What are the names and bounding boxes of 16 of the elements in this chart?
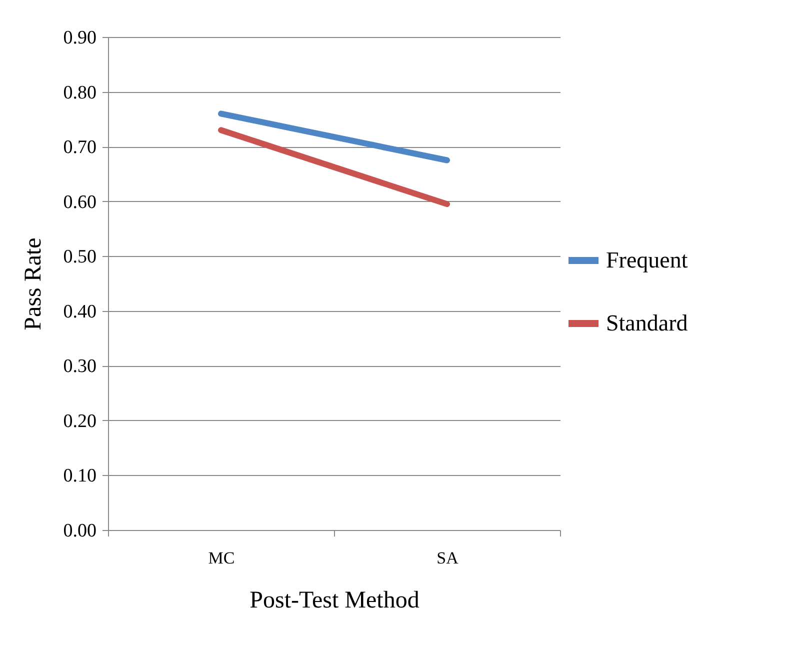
- y-tick-label: 0.00: [63, 520, 96, 542]
- y-tick-label: 0.50: [63, 246, 96, 268]
- legend-label: Standard: [606, 310, 688, 336]
- y-tick-label: 0.10: [63, 466, 96, 487]
- y-tick-label: 0.60: [63, 192, 96, 213]
- x-axis-title: Post-Test Method: [250, 588, 420, 614]
- y-tick-label: 0.40: [63, 301, 96, 322]
- x-tick-label: SA: [436, 548, 460, 568]
- y-tick-label: 0.80: [63, 82, 96, 104]
- y-tick-label: 0.90: [63, 28, 96, 48]
- y-axis-title: Pass Rate: [20, 238, 46, 330]
- y-tick-label: 0.70: [63, 137, 96, 158]
- y-tick-label: 0.20: [63, 410, 96, 432]
- y-tick-label: 0.30: [63, 356, 96, 378]
- legend-label: Frequent: [606, 248, 688, 272]
- x-tick-label: MC: [208, 548, 235, 568]
